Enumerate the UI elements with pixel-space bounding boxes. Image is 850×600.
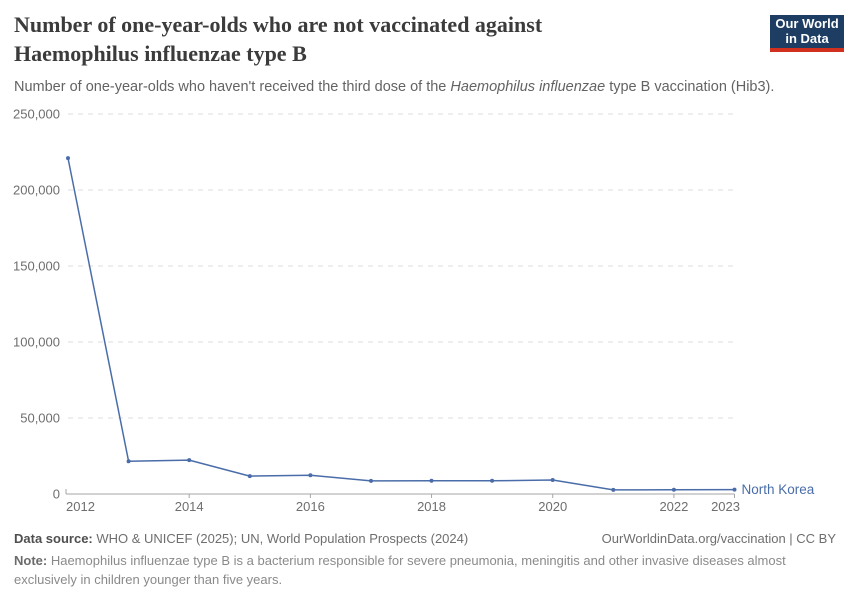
data-point[interactable] — [187, 458, 192, 463]
data-point[interactable] — [490, 478, 495, 483]
chart-subtitle: Number of one-year-olds who haven't rece… — [14, 78, 774, 97]
page-title: Number of one-year-olds who are not vacc… — [14, 12, 543, 67]
y-tick-label: 0 — [53, 487, 60, 502]
series-line — [67, 157, 736, 491]
y-tick-label: 150,000 — [13, 259, 60, 274]
owid-logo[interactable]: Our World in Data — [770, 15, 844, 52]
x-tick-label: 2022 — [659, 499, 688, 514]
owid-logo-line2: in Data — [785, 30, 829, 46]
y-tick-label: 200,000 — [13, 183, 60, 198]
subtitle-italic-species: Haemophilus influenzae — [450, 79, 606, 95]
footer-note: Note: Haemophilus influenzae type B is a… — [14, 552, 804, 590]
data-point[interactable] — [369, 478, 373, 483]
data-point[interactable] — [732, 487, 737, 492]
data-source-label: Data source: — [14, 531, 93, 546]
footer-source-row: Data source: WHO & UNICEF (2025); UN, Wo… — [14, 531, 836, 547]
y-tick-label: 100,000 — [13, 335, 60, 350]
x-tick-label: 2020 — [538, 499, 567, 514]
data-point[interactable] — [611, 487, 616, 492]
x-tick-label: 2012 — [66, 499, 95, 514]
data-point[interactable] — [247, 474, 252, 479]
footer-note-text: Haemophilus influenzae type B is a bacte… — [14, 553, 786, 587]
data-point[interactable] — [126, 459, 131, 464]
x-tick-label: 2018 — [417, 499, 446, 514]
data-source-text: WHO & UNICEF (2025); UN, World Populatio… — [92, 531, 469, 546]
line-chart-svg[interactable]: 0 50,000 100,000 150,000 200,000 250,000 2012 2… — [0, 0, 850, 530]
data-point[interactable] — [66, 156, 70, 161]
subtitle-suffix: type B vaccination (Hib3). — [605, 79, 775, 95]
subtitle-text: Number of one-year-olds who haven't rece… — [14, 79, 451, 95]
x-tick-label: 2023 — [711, 499, 740, 514]
owid-logo-line1: Our World — [775, 15, 839, 31]
data-point[interactable] — [308, 473, 313, 478]
data-point[interactable] — [550, 478, 555, 482]
data-source: Data source: WHO & UNICEF (2025); UN, Wo… — [14, 531, 468, 547]
data-point[interactable] — [429, 478, 434, 483]
footer-note-label: Note: — [14, 553, 48, 568]
x-tick-label: 2016 — [296, 499, 325, 514]
footer-license-link[interactable]: OurWorldinData.org/vaccination | CC BY — [601, 531, 836, 546]
y-tick-label: 250,000 — [13, 107, 60, 122]
y-tick-label: 50,000 — [20, 411, 60, 426]
data-point[interactable] — [671, 487, 676, 492]
x-tick-label: 2014 — [175, 499, 204, 514]
entity-label[interactable]: North Korea — [742, 482, 815, 497]
